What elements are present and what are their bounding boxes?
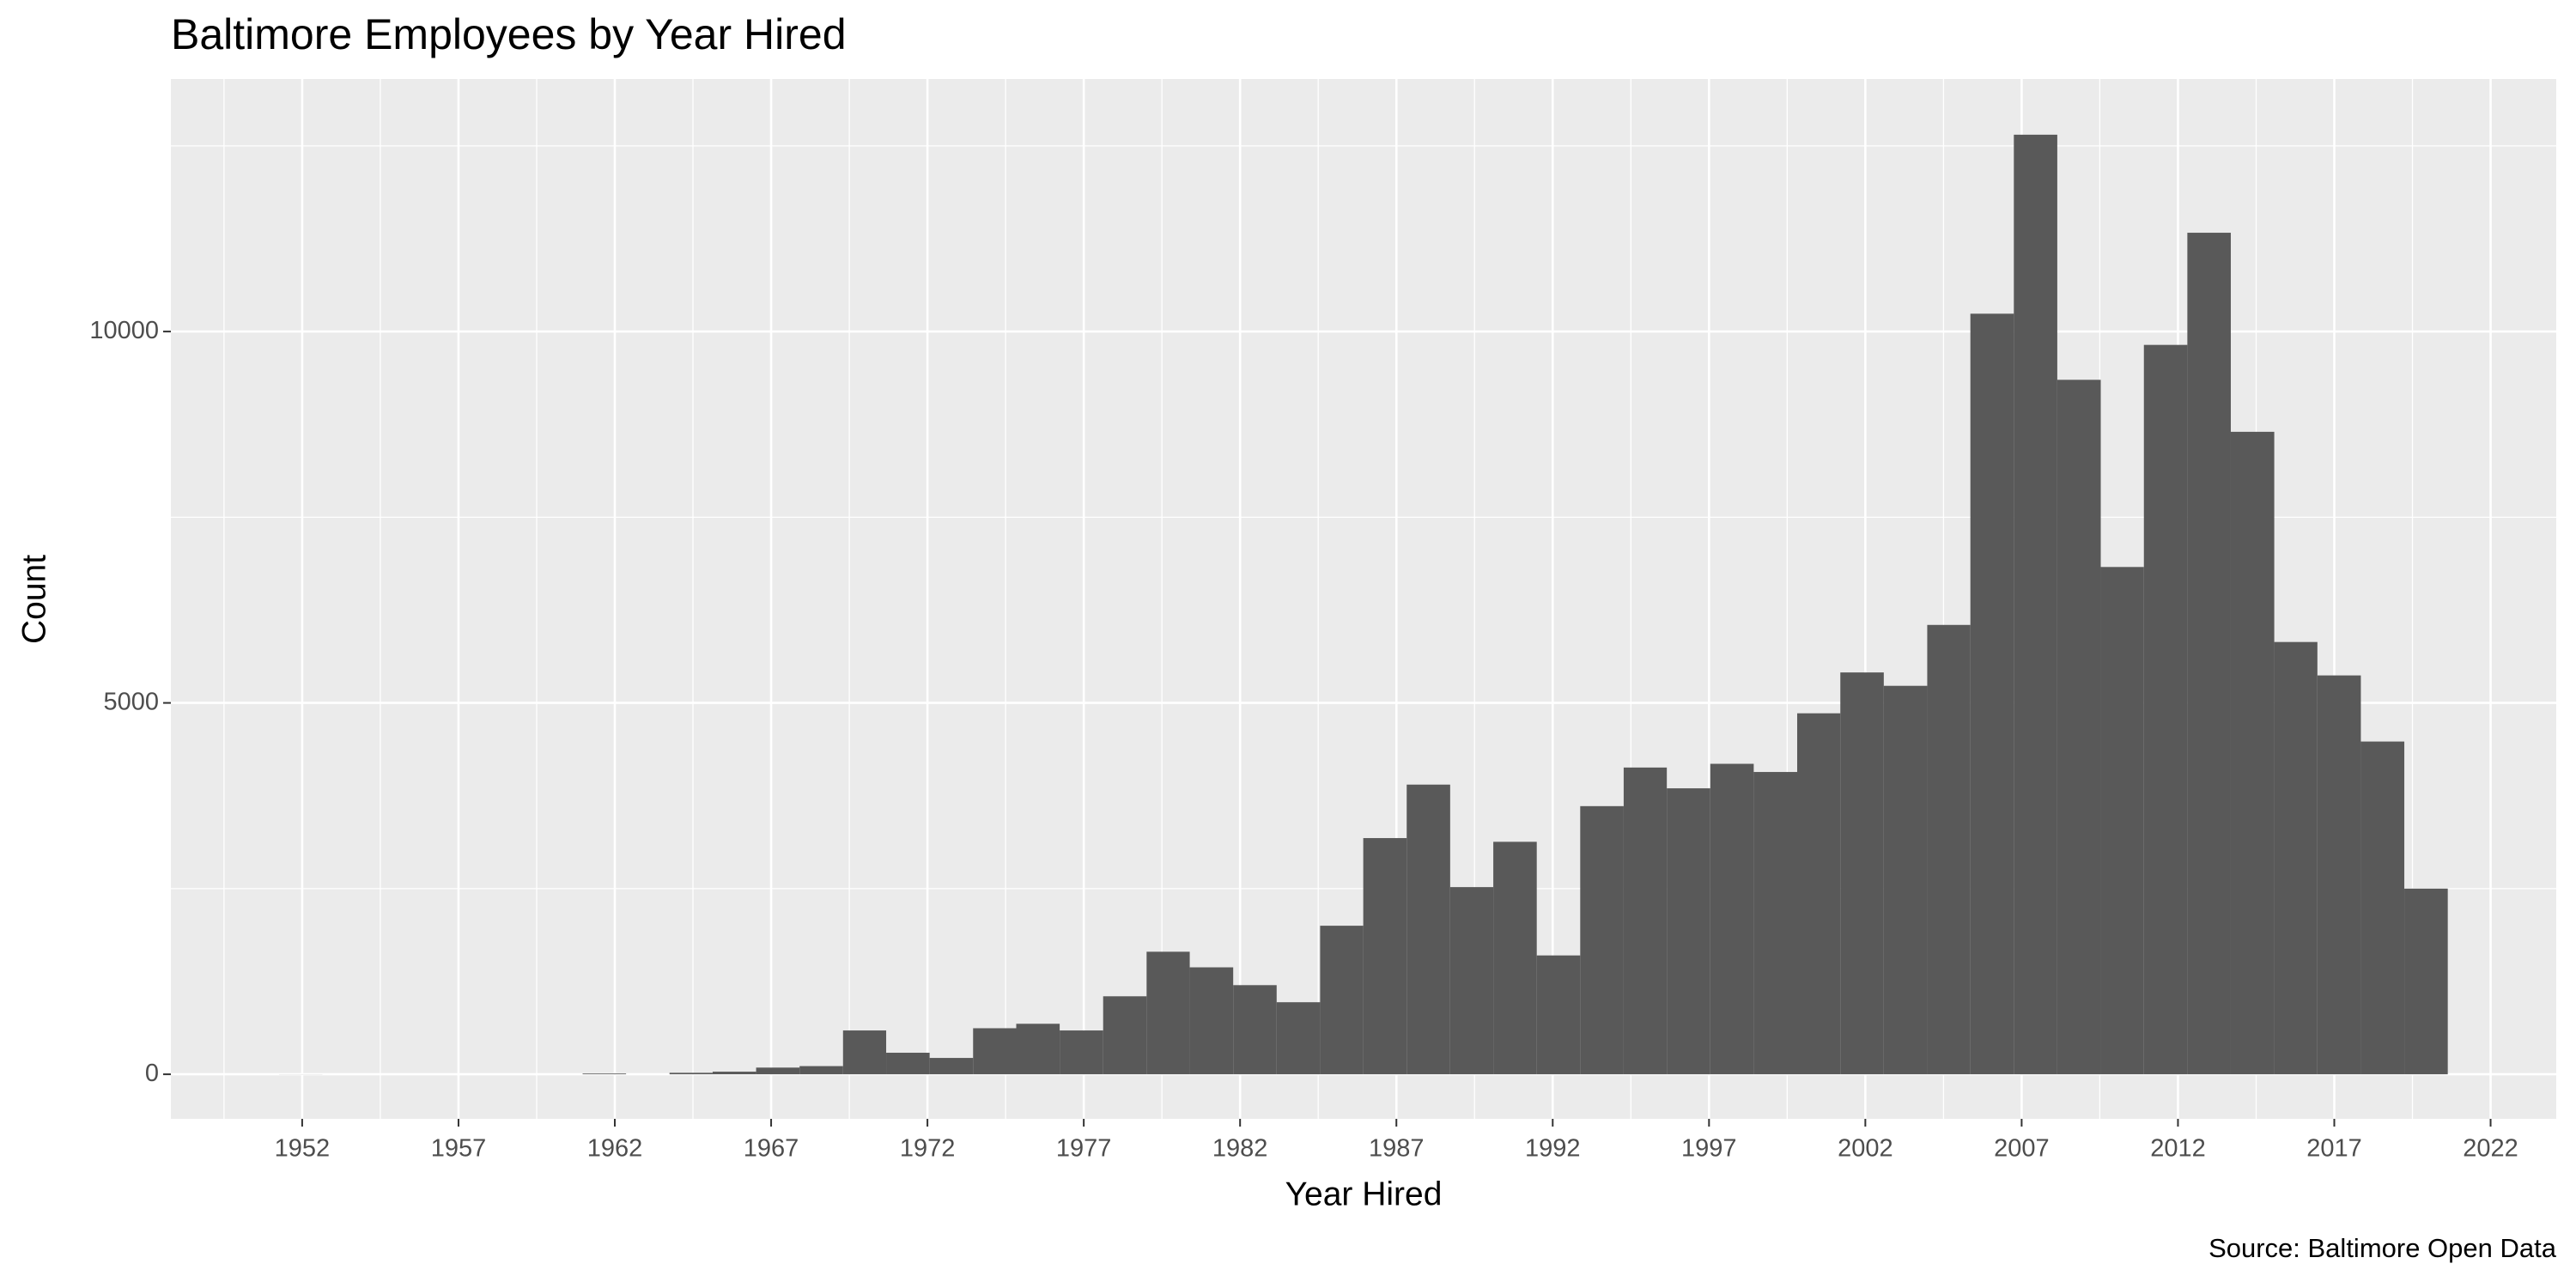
bar — [1103, 996, 1147, 1075]
x-tick-label: 2012 — [2150, 1135, 2206, 1163]
bar — [1667, 788, 1710, 1075]
x-tick-label: 2022 — [2463, 1135, 2518, 1163]
caption: Source: Baltimore Open Data — [2208, 1233, 2557, 1263]
y-tick-label: 5000 — [103, 688, 159, 715]
bar — [799, 1066, 843, 1075]
bar — [1449, 887, 1494, 1075]
x-tick-label: 1992 — [1525, 1135, 1581, 1163]
bar — [1623, 767, 1668, 1075]
x-tick-label: 1977 — [1056, 1135, 1112, 1163]
bar — [756, 1067, 800, 1075]
bar — [2187, 233, 2231, 1075]
bar — [2100, 567, 2144, 1075]
bar — [1883, 685, 1928, 1075]
x-tick-label: 1972 — [900, 1135, 956, 1163]
bar — [1320, 926, 1364, 1075]
bar — [929, 1058, 974, 1075]
bar — [2230, 431, 2275, 1075]
bar — [1536, 955, 1581, 1075]
x-tick-label: 1952 — [275, 1135, 331, 1163]
x-tick-label: 1967 — [744, 1135, 799, 1163]
bar — [1710, 763, 1754, 1075]
bar — [712, 1072, 756, 1075]
bar — [1146, 951, 1190, 1075]
bar — [1927, 624, 1971, 1075]
x-tick-label: 1987 — [1369, 1135, 1425, 1163]
x-axis-title: Year Hired — [1285, 1176, 1443, 1212]
bar — [2014, 134, 2057, 1075]
bar — [1753, 772, 1797, 1075]
bar — [2404, 888, 2448, 1075]
bar — [1840, 672, 1884, 1075]
chart-title: Baltimore Employees by Year Hired — [171, 10, 847, 58]
bar — [1363, 838, 1407, 1075]
x-tick-label: 2017 — [2306, 1135, 2362, 1163]
bar — [1060, 1030, 1103, 1075]
bar — [1189, 967, 1234, 1075]
bar — [1276, 1002, 1321, 1075]
bar — [582, 1073, 627, 1075]
bar — [886, 1053, 930, 1075]
x-tick-label: 1997 — [1681, 1135, 1737, 1163]
x-tick-label: 1962 — [587, 1135, 643, 1163]
y-tick-label: 0 — [145, 1060, 159, 1087]
bar — [1493, 841, 1537, 1075]
bar — [2317, 675, 2361, 1075]
bar — [842, 1030, 887, 1075]
bar — [2057, 380, 2101, 1075]
y-tick-label: 10000 — [89, 317, 159, 344]
x-tick-label: 2002 — [1838, 1135, 1893, 1163]
x-tick-label: 1982 — [1212, 1135, 1268, 1163]
axes: 0 5000 10000 1952 1957 1962 1967 1972 1977 1982 19… — [89, 317, 2518, 1163]
bar — [1233, 985, 1277, 1075]
bar — [1406, 784, 1450, 1075]
x-tick-label: 2007 — [1994, 1135, 2050, 1163]
bar — [1970, 313, 2014, 1075]
bar — [1016, 1024, 1060, 1075]
bar — [1580, 805, 1624, 1075]
x-tick-label: 1957 — [431, 1135, 487, 1163]
bar — [2360, 741, 2405, 1075]
bar — [669, 1072, 713, 1075]
bar — [973, 1028, 1017, 1075]
marks — [278, 134, 2448, 1075]
y-axis-title: Count — [15, 555, 52, 644]
bar — [2143, 344, 2188, 1075]
bar — [1796, 713, 1841, 1075]
bar — [2274, 641, 2318, 1075]
